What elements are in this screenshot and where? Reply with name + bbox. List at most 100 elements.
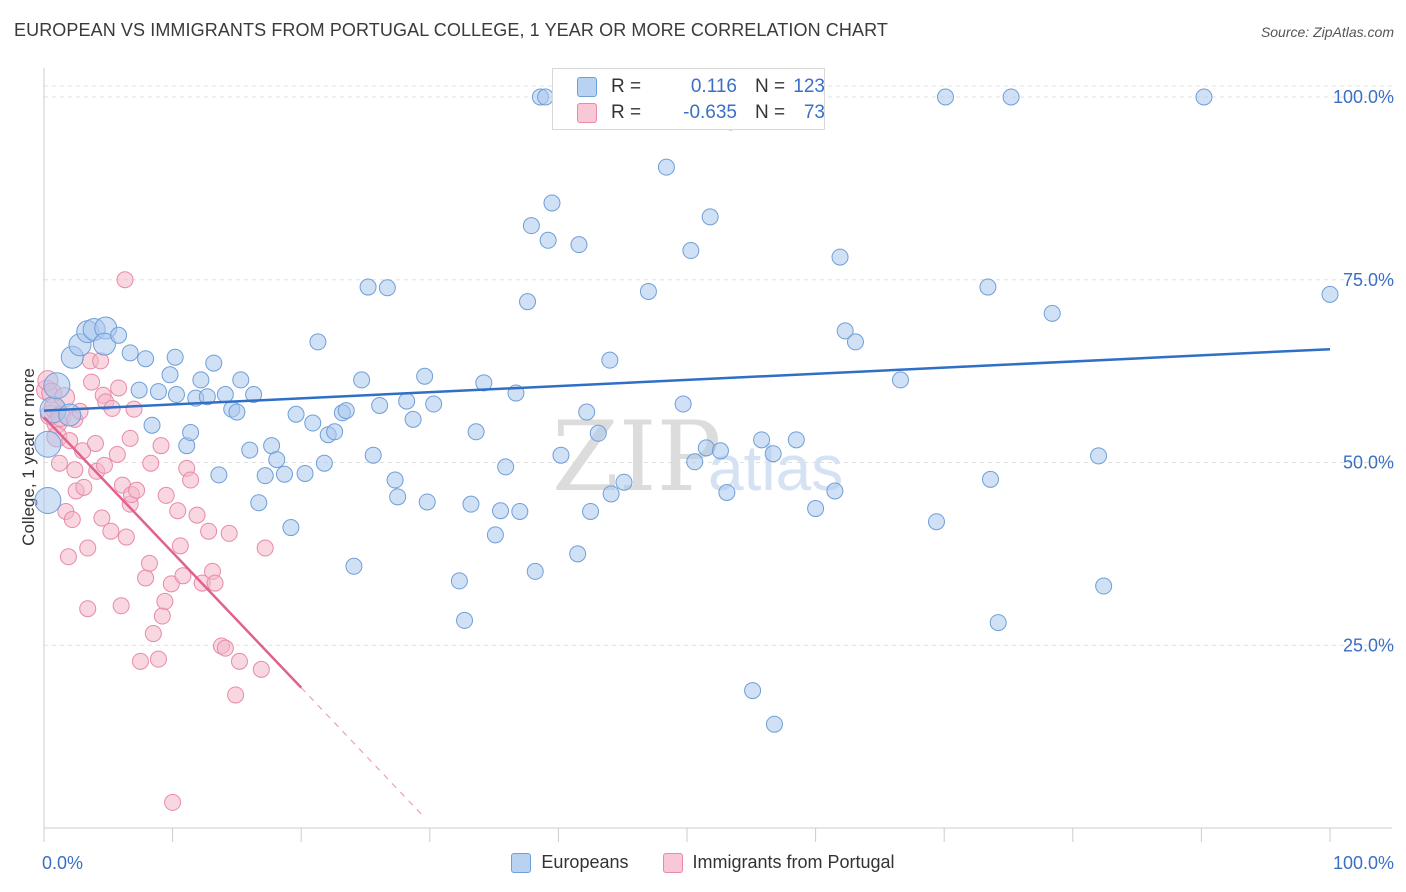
europeans-point — [569, 545, 587, 563]
immigrants-point — [61, 432, 79, 450]
europeans-point — [353, 371, 371, 389]
chart-legend: Europeans Immigrants from Portugal — [0, 852, 1406, 873]
europeans-point — [826, 482, 844, 500]
legend-swatch-europeans — [511, 852, 532, 873]
europeans-point — [228, 403, 246, 421]
series-europeans-points — [34, 88, 1339, 733]
europeans-point — [519, 293, 537, 311]
immigrants-point — [162, 575, 180, 593]
stats-n-label: N = — [755, 102, 786, 123]
europeans-point — [578, 403, 596, 421]
europeans-point — [149, 383, 167, 401]
legend-item-immigrants[interactable]: Immigrants from Portugal — [662, 852, 895, 873]
immigrants-point — [140, 554, 158, 572]
europeans-point — [137, 350, 155, 368]
immigrants-point — [144, 625, 162, 643]
europeans-point — [326, 423, 344, 441]
europeans-point — [359, 278, 377, 296]
immigrants-point — [121, 429, 139, 447]
immigrants-point — [188, 506, 206, 524]
europeans-point — [711, 442, 729, 460]
europeans-point — [753, 431, 771, 449]
legend-item-europeans[interactable]: Europeans — [511, 852, 629, 873]
immigrants-point — [182, 471, 200, 489]
immigrants-point — [125, 400, 143, 418]
europeans-point — [416, 367, 434, 385]
europeans-point — [282, 519, 300, 537]
europeans-point — [386, 471, 404, 489]
europeans-point — [389, 488, 407, 506]
europeans-point — [589, 424, 607, 442]
europeans-point — [522, 217, 540, 235]
immigrants-point — [174, 567, 192, 585]
stats-r-value: 0.116 — [690, 76, 737, 97]
europeans-point — [450, 572, 468, 590]
europeans-point — [378, 279, 396, 297]
europeans-point — [161, 366, 179, 384]
immigrants-point — [156, 592, 174, 610]
europeans-point — [543, 194, 561, 212]
immigrants-point — [116, 271, 134, 289]
europeans-point — [891, 371, 909, 389]
trend-line-europeans — [43, 347, 1331, 412]
europeans-point — [1195, 88, 1213, 106]
immigrants-point — [152, 437, 170, 455]
y-tick-label: 25.0% — [1343, 635, 1394, 655]
europeans-point — [268, 451, 286, 469]
europeans-point — [686, 453, 704, 471]
europeans-point — [250, 494, 268, 512]
europeans-point — [371, 396, 389, 414]
europeans-point — [256, 467, 274, 485]
stats-r-label: R = — [611, 76, 642, 97]
europeans-point — [764, 445, 782, 463]
immigrants-point — [112, 597, 130, 615]
europeans-point — [192, 371, 210, 389]
stats-swatch-europeans — [577, 77, 597, 97]
europeans-point — [304, 414, 322, 432]
immigrants-point — [256, 539, 274, 557]
immigrants-point — [110, 379, 128, 397]
europeans-point — [345, 557, 363, 575]
immigrants-point — [86, 434, 104, 452]
immigrants-point — [50, 454, 68, 472]
immigrants-point — [142, 454, 160, 472]
immigrants-point — [171, 537, 189, 555]
europeans-point — [657, 158, 675, 176]
europeans-point — [296, 464, 314, 482]
immigrants-point — [79, 539, 97, 557]
europeans-point — [364, 446, 382, 464]
europeans-point — [309, 333, 327, 351]
stats-n-label: N = — [755, 76, 786, 97]
europeans-point — [245, 386, 263, 404]
immigrants-point — [66, 461, 84, 479]
immigrants-point — [63, 511, 81, 529]
europeans-point — [166, 348, 184, 366]
watermark: ZIP atlas — [552, 401, 843, 513]
europeans-point — [639, 282, 657, 300]
europeans-point — [167, 386, 185, 404]
stats-box: R = 0.116 N = 123 R = -0.635 N = 73 — [552, 68, 825, 130]
europeans-point — [927, 513, 945, 531]
x-ticks — [43, 828, 1331, 842]
europeans-point — [404, 410, 422, 428]
immigrants-point — [169, 502, 187, 520]
immigrants-point — [230, 652, 248, 670]
europeans-point — [682, 242, 700, 260]
europeans-point — [979, 278, 997, 296]
europeans-point — [511, 502, 529, 520]
immigrants-point — [128, 481, 146, 499]
stats-r-label: R = — [611, 102, 642, 123]
europeans-point — [287, 405, 305, 423]
europeans-point — [807, 500, 825, 518]
europeans-point — [846, 333, 864, 351]
europeans-point — [989, 614, 1007, 632]
europeans-point — [398, 392, 416, 410]
europeans-point — [58, 403, 82, 427]
europeans-point — [701, 208, 719, 226]
immigrants-point — [153, 607, 171, 625]
immigrants-point — [108, 445, 126, 463]
europeans-point — [718, 483, 736, 501]
immigrants-point — [200, 522, 218, 540]
europeans-point — [182, 424, 200, 442]
europeans-point — [210, 466, 228, 484]
